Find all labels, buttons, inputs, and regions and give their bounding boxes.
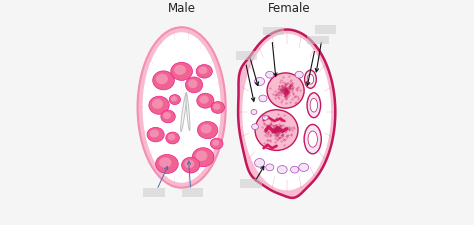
Ellipse shape <box>155 155 178 174</box>
FancyBboxPatch shape <box>182 188 203 197</box>
Ellipse shape <box>277 166 287 174</box>
Ellipse shape <box>308 131 318 148</box>
Ellipse shape <box>161 111 175 123</box>
Ellipse shape <box>252 124 258 130</box>
Ellipse shape <box>181 93 187 132</box>
FancyBboxPatch shape <box>263 27 284 36</box>
Ellipse shape <box>169 95 181 105</box>
Ellipse shape <box>184 160 194 169</box>
FancyBboxPatch shape <box>315 26 337 35</box>
Text: Male: Male <box>168 2 196 15</box>
Ellipse shape <box>310 99 318 112</box>
Ellipse shape <box>195 151 208 161</box>
FancyBboxPatch shape <box>240 179 262 188</box>
Ellipse shape <box>197 94 214 109</box>
Ellipse shape <box>259 96 267 102</box>
Ellipse shape <box>182 158 200 173</box>
Ellipse shape <box>266 72 274 79</box>
Ellipse shape <box>299 164 309 172</box>
Ellipse shape <box>188 80 198 89</box>
Ellipse shape <box>192 148 214 167</box>
Ellipse shape <box>149 97 169 115</box>
Ellipse shape <box>304 125 321 154</box>
Ellipse shape <box>211 102 225 114</box>
Ellipse shape <box>305 71 316 89</box>
Ellipse shape <box>153 72 174 90</box>
Ellipse shape <box>201 124 212 134</box>
Ellipse shape <box>255 78 264 86</box>
Ellipse shape <box>307 75 314 85</box>
Ellipse shape <box>168 134 175 141</box>
Ellipse shape <box>156 74 168 85</box>
Ellipse shape <box>185 78 203 93</box>
FancyBboxPatch shape <box>143 188 164 197</box>
FancyBboxPatch shape <box>307 36 328 45</box>
Ellipse shape <box>159 158 172 168</box>
Ellipse shape <box>163 112 171 119</box>
Ellipse shape <box>200 96 209 104</box>
Ellipse shape <box>255 110 298 151</box>
Ellipse shape <box>267 74 304 109</box>
Ellipse shape <box>251 110 257 115</box>
Ellipse shape <box>171 97 177 102</box>
Ellipse shape <box>307 93 320 118</box>
Ellipse shape <box>291 166 299 173</box>
Text: Female: Female <box>268 2 310 15</box>
Ellipse shape <box>213 104 220 110</box>
FancyBboxPatch shape <box>236 52 257 61</box>
Ellipse shape <box>196 65 212 79</box>
Ellipse shape <box>152 99 163 109</box>
Ellipse shape <box>198 122 218 139</box>
Ellipse shape <box>262 116 268 121</box>
Ellipse shape <box>242 34 331 191</box>
Ellipse shape <box>186 94 190 131</box>
Ellipse shape <box>212 140 219 146</box>
Ellipse shape <box>199 67 208 75</box>
Ellipse shape <box>137 28 226 188</box>
Ellipse shape <box>295 72 303 79</box>
Ellipse shape <box>210 139 223 149</box>
Ellipse shape <box>147 128 164 142</box>
Ellipse shape <box>255 159 264 167</box>
Polygon shape <box>238 30 335 198</box>
Ellipse shape <box>143 33 221 183</box>
Ellipse shape <box>174 66 186 76</box>
Ellipse shape <box>150 130 159 138</box>
Ellipse shape <box>266 164 274 171</box>
Ellipse shape <box>166 133 179 144</box>
Ellipse shape <box>171 63 192 81</box>
